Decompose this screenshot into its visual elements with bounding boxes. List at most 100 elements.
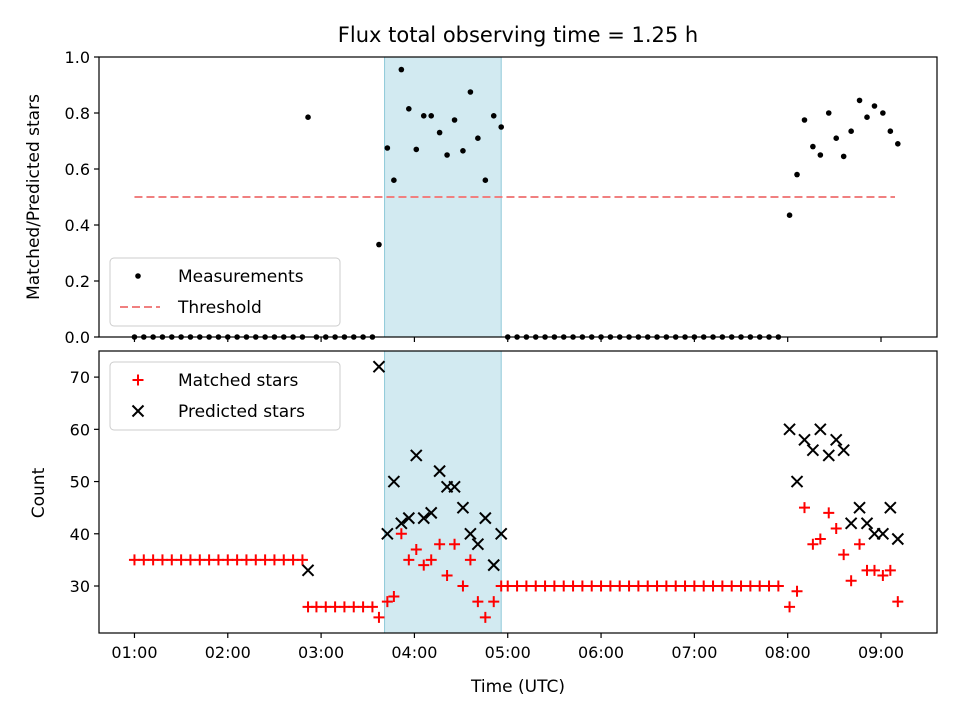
legend-box	[109, 361, 341, 431]
measurement-point	[864, 114, 870, 120]
measurement-point	[794, 171, 800, 178]
matched-star-point	[558, 580, 570, 592]
matched-star-point	[838, 549, 850, 561]
y-tick-label: 0.0	[65, 328, 90, 347]
matched-star-point	[642, 580, 654, 592]
predicted-star-point	[876, 527, 890, 540]
predicted-star-point	[425, 506, 438, 520]
predicted-star-point	[891, 532, 905, 546]
predicted-star-point	[410, 449, 423, 462]
matched-star-point	[338, 601, 350, 613]
matched-star-point	[707, 580, 719, 592]
x-tick-label: 02:00	[205, 643, 251, 662]
measurement-point	[391, 177, 397, 183]
plot-frame	[98, 56, 938, 338]
x-tick-label: 06:00	[578, 643, 624, 662]
predicted-star-point	[837, 444, 850, 457]
matched-star-point	[434, 538, 446, 550]
series-predicted-stars	[301, 360, 905, 577]
matched-star-point	[772, 580, 784, 592]
predicted-star-point	[487, 558, 500, 572]
measurement-point	[810, 143, 816, 150]
matched-star-point	[830, 523, 842, 535]
measurement-point	[887, 128, 894, 134]
predicted-star-point	[448, 480, 461, 493]
measurement-point	[817, 152, 824, 158]
matched-star-point	[868, 564, 880, 576]
matched-star-point	[128, 554, 140, 566]
predicted-star-point	[860, 517, 874, 530]
predicted-star-point	[884, 501, 897, 514]
predicted-star-point	[814, 423, 827, 436]
measurement-point	[451, 117, 458, 123]
matched-star-point	[814, 533, 826, 545]
legend-label: Threshold	[177, 298, 262, 318]
predicted-star-point	[433, 464, 446, 478]
y-tick-label: 70	[70, 368, 90, 387]
matched-star-point	[268, 554, 280, 566]
matched-star-point	[457, 580, 469, 592]
matched-star-point	[623, 580, 635, 592]
y-tick-label: 40	[70, 525, 90, 544]
matched-star-point	[511, 580, 523, 592]
matched-star-point	[464, 554, 476, 566]
measurement-point	[135, 273, 141, 279]
legend-label: Matched stars	[178, 371, 298, 391]
matched-star-point	[231, 554, 243, 566]
matched-star-point	[449, 538, 461, 550]
measurement-point	[871, 103, 878, 109]
matched-star-point	[784, 601, 796, 613]
matched-star-point	[884, 564, 896, 576]
legend: Matched stars Predicted stars	[109, 361, 341, 431]
matched-star-point	[754, 580, 766, 592]
matched-star-point	[595, 580, 607, 592]
matched-star-point	[320, 601, 332, 613]
measurement-point	[384, 145, 391, 151]
matched-star-point	[240, 554, 252, 566]
matched-star-point	[472, 596, 484, 608]
matched-star-point	[381, 596, 393, 608]
matched-star-point	[488, 596, 500, 608]
predicted-star-point	[381, 527, 394, 540]
legend: Measurements Threshold	[109, 257, 341, 327]
y-tick-label: 0.6	[65, 160, 90, 179]
matched-star-point	[357, 601, 369, 613]
predicted-star-point	[806, 444, 820, 457]
predicted-star-point	[464, 527, 477, 540]
matched-star-point	[348, 601, 360, 613]
matched-star-point	[892, 596, 904, 608]
matched-star-point	[194, 554, 206, 566]
bottom-panel: 30 40 50 60 70 01:00 02:00 03:00 04:00 05:00 06:00…	[70, 350, 938, 662]
matched-star-point	[716, 580, 728, 592]
matched-star-point	[660, 580, 672, 592]
matched-star-point	[278, 554, 290, 566]
matched-star-point	[418, 559, 430, 571]
matched-star-point	[548, 580, 560, 592]
matched-star-point	[726, 580, 738, 592]
matched-star-point	[791, 585, 803, 597]
matched-star-point	[296, 554, 308, 566]
predicted-star-point	[402, 511, 416, 525]
matched-star-point	[567, 580, 579, 592]
y-tick-label: 1.0	[65, 48, 90, 67]
predicted-star-point	[790, 475, 804, 488]
matched-star-point	[138, 554, 150, 566]
plot-frame	[98, 350, 938, 634]
y-tick-label: 50	[70, 473, 90, 492]
matched-star-point	[203, 554, 215, 566]
matched-star-point	[877, 570, 889, 582]
y-tick-label: 30	[70, 577, 90, 596]
matched-star-point	[763, 580, 775, 592]
measurement-point	[786, 212, 793, 218]
matched-star-point	[373, 611, 385, 623]
measurement-point	[840, 153, 847, 160]
measurement-point	[436, 129, 443, 136]
predicted-star-point	[479, 511, 492, 525]
bottom-y-axis-label: Count	[29, 467, 49, 518]
measurement-point	[444, 152, 450, 158]
matched-star-point	[679, 580, 691, 592]
matched-star-point	[586, 580, 598, 592]
matched-star-point	[156, 554, 168, 566]
measurement-point	[498, 124, 505, 130]
predicted-star-point	[853, 501, 866, 514]
